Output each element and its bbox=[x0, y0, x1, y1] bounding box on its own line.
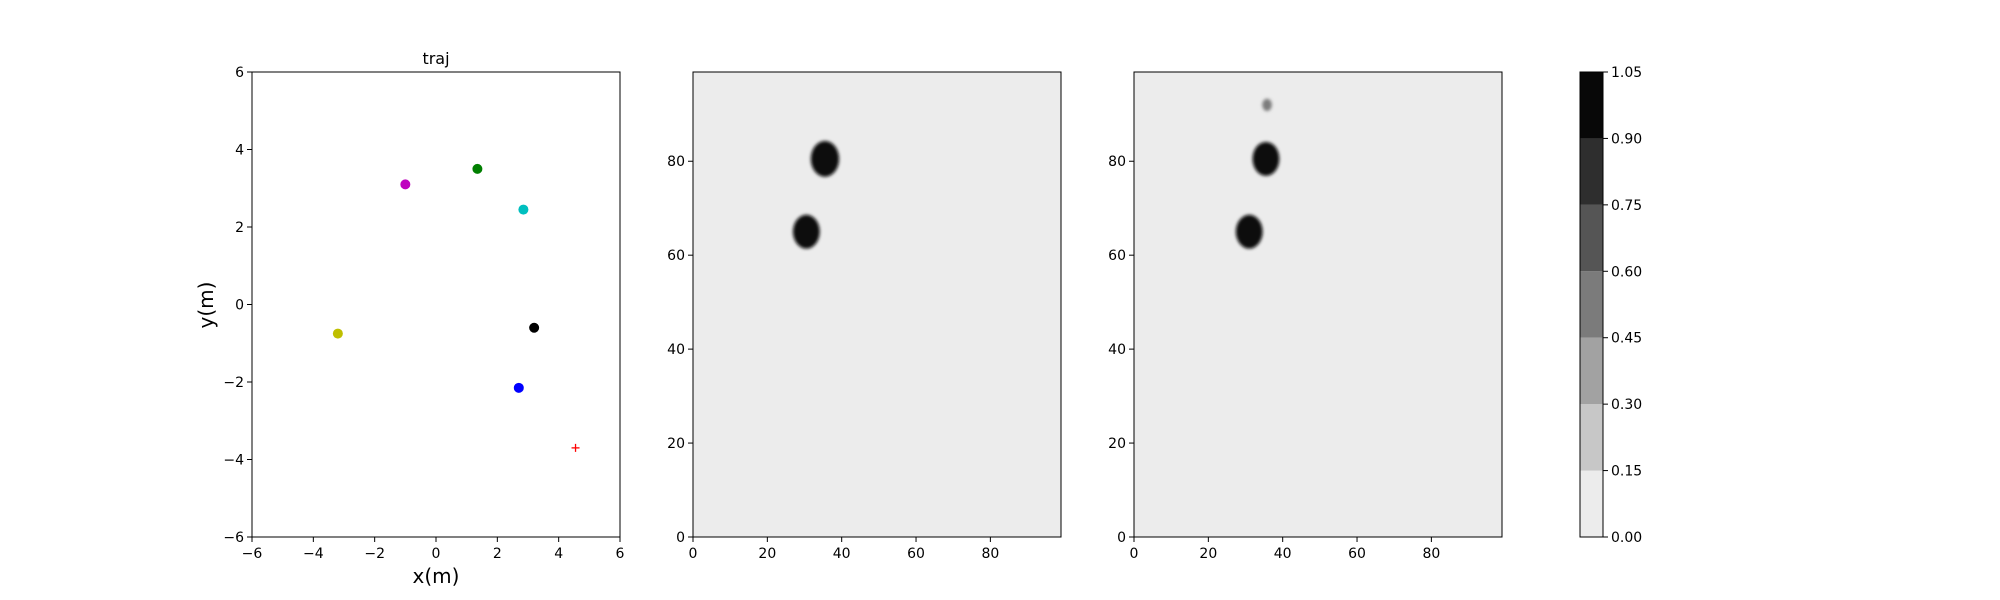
traj-y-tick-label: 2 bbox=[235, 220, 244, 236]
map2-blobs bbox=[1235, 98, 1280, 249]
map1-axes-frame bbox=[692, 71, 1062, 538]
map2-x-tick-label: 60 bbox=[1348, 546, 1366, 562]
traj-x-axis-label: x(m) bbox=[413, 564, 460, 588]
map2-axes-frame bbox=[1133, 71, 1503, 538]
traj-y-axis-label: y(m) bbox=[194, 282, 218, 329]
traj-agent-point bbox=[472, 163, 483, 174]
map1-y-tick-label: 0 bbox=[676, 530, 685, 546]
traj-y-tick-label: 0 bbox=[235, 298, 244, 314]
map2-x-tick-label: 40 bbox=[1274, 546, 1292, 562]
colorbar-band bbox=[1580, 72, 1603, 139]
map2-occupancy-blob bbox=[1235, 214, 1263, 249]
map2-y-tick-label: 40 bbox=[1108, 342, 1126, 358]
traj-points bbox=[332, 163, 580, 452]
map2-x-tick-label: 20 bbox=[1199, 546, 1217, 562]
map2-y-tick-label: 80 bbox=[1108, 154, 1126, 170]
map1-y-ticks: 0 20 40 60 80 bbox=[667, 154, 693, 546]
map1-y-tick-label: 20 bbox=[667, 436, 685, 452]
map1-x-tick-label: 0 bbox=[689, 546, 698, 562]
traj-y-tick-label: −4 bbox=[223, 453, 244, 469]
colorbar-tick-label: 0.15 bbox=[1611, 464, 1642, 480]
map1-y-tick-label: 80 bbox=[667, 154, 685, 170]
traj-x-tick-label: 0 bbox=[432, 546, 441, 562]
map1-x-tick-label: 40 bbox=[833, 546, 851, 562]
traj-agent-point bbox=[529, 322, 540, 333]
traj-x-ticks: −6 −4 −2 0 2 4 6 bbox=[242, 537, 625, 562]
map1-background bbox=[693, 72, 1061, 537]
map1-x-ticks: 0 20 40 60 80 bbox=[689, 537, 999, 562]
traj-y-tick-label: 6 bbox=[235, 65, 244, 81]
traj-goal-marker bbox=[571, 443, 580, 452]
colorbar-tick-label: 0.30 bbox=[1611, 397, 1642, 413]
colorbar-ticks: 0.00 0.15 0.30 0.45 0.60 0.75 0.90 1.05 bbox=[1603, 65, 1642, 546]
traj-y-ticks: −6 −4 −2 0 2 4 6 bbox=[223, 65, 252, 546]
trajectory-panel: traj −6 −4 −2 0 2 4 6 −6 −4 −2 0 2 4 6 x(m) y(m) bbox=[194, 49, 625, 588]
map2-occupancy-blob bbox=[1252, 141, 1280, 176]
traj-title: traj bbox=[422, 49, 449, 68]
colorbar-band bbox=[1580, 271, 1603, 338]
traj-x-tick-label: −4 bbox=[303, 546, 324, 562]
map1-y-tick-label: 40 bbox=[667, 342, 685, 358]
colorbar: 0.00 0.15 0.30 0.45 0.60 0.75 0.90 1.05 bbox=[1579, 65, 1642, 546]
traj-x-tick-label: 4 bbox=[554, 546, 563, 562]
map1-x-tick-label: 60 bbox=[907, 546, 925, 562]
occupancy-map-2-panel: 0 20 40 60 80 0 20 40 60 80 bbox=[1108, 71, 1503, 562]
colorbar-tick-label: 0.45 bbox=[1611, 331, 1642, 347]
map2-x-tick-label: 0 bbox=[1130, 546, 1139, 562]
traj-y-tick-label: −6 bbox=[223, 530, 244, 546]
colorbar-band bbox=[1580, 204, 1603, 272]
colorbar-frame bbox=[1579, 71, 1604, 538]
map2-y-tick-label: 0 bbox=[1117, 530, 1126, 546]
colorbar-band bbox=[1580, 404, 1603, 471]
map1-x-tick-label: 20 bbox=[758, 546, 776, 562]
map2-occupancy-blob bbox=[1262, 98, 1272, 111]
occupancy-map-1-panel: 0 20 40 60 80 0 20 40 60 80 bbox=[667, 71, 1062, 562]
map1-y-tick-label: 60 bbox=[667, 248, 685, 264]
colorbar-tick-label: 0.75 bbox=[1611, 198, 1642, 214]
traj-x-tick-label: −6 bbox=[242, 546, 263, 562]
colorbar-band bbox=[1580, 337, 1603, 405]
traj-y-tick-label: 4 bbox=[235, 143, 244, 159]
map2-x-ticks: 0 20 40 60 80 bbox=[1130, 537, 1440, 562]
traj-agent-point bbox=[400, 179, 411, 190]
traj-plot-area bbox=[252, 72, 620, 537]
map1-x-tick-label: 80 bbox=[981, 546, 999, 562]
map2-y-ticks: 0 20 40 60 80 bbox=[1108, 154, 1134, 546]
map2-y-tick-label: 20 bbox=[1108, 436, 1126, 452]
colorbar-tick-label: 1.05 bbox=[1611, 65, 1642, 81]
colorbar-tick-label: 0.00 bbox=[1611, 530, 1642, 546]
map1-occupancy-blob bbox=[810, 141, 840, 177]
traj-agent-point bbox=[518, 204, 529, 215]
map2-background bbox=[1134, 72, 1502, 537]
colorbar-band bbox=[1580, 470, 1603, 537]
map2-y-tick-label: 60 bbox=[1108, 248, 1126, 264]
map1-occupancy-blob bbox=[792, 214, 820, 249]
traj-x-tick-label: −2 bbox=[364, 546, 385, 562]
traj-agent-point bbox=[332, 328, 343, 339]
map1-blobs bbox=[792, 141, 840, 249]
traj-x-tick-label: 2 bbox=[493, 546, 502, 562]
traj-x-tick-label: 6 bbox=[616, 546, 625, 562]
colorbar-tick-label: 0.90 bbox=[1611, 131, 1642, 147]
traj-agent-point bbox=[513, 382, 524, 393]
colorbar-bands bbox=[1580, 72, 1603, 537]
traj-y-tick-label: −2 bbox=[223, 375, 244, 391]
colorbar-band bbox=[1580, 138, 1603, 205]
map2-x-tick-label: 80 bbox=[1422, 546, 1440, 562]
colorbar-tick-label: 0.60 bbox=[1611, 264, 1642, 280]
